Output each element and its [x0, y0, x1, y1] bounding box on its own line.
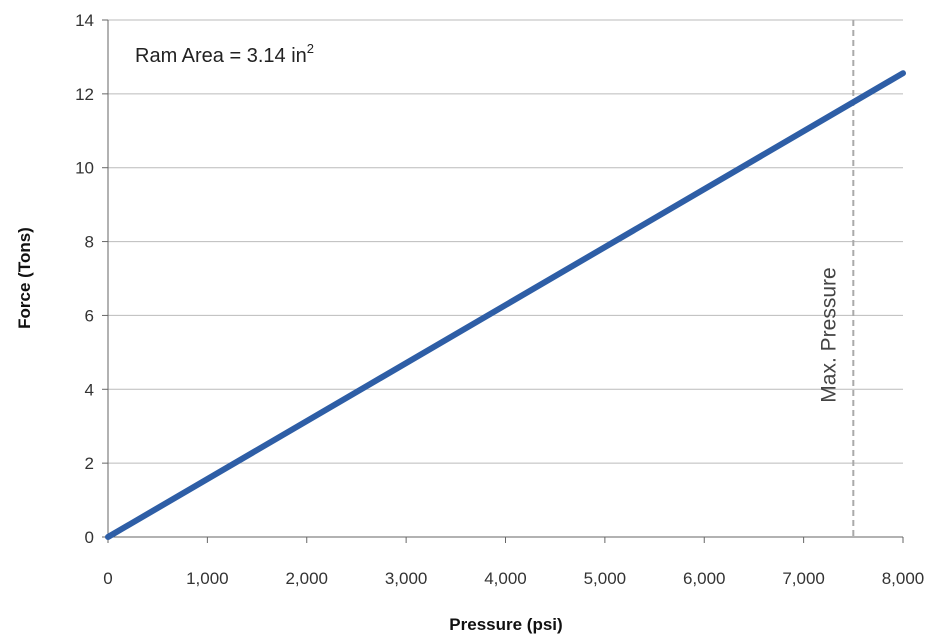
axes: [102, 19, 904, 543]
x-tick-label-8000: 8,000: [882, 569, 925, 588]
y-tick-label-8: 8: [85, 233, 94, 252]
x-tick-label-7000: 7,000: [782, 569, 825, 588]
ram-area-text: Ram Area = 3.14 in: [135, 45, 307, 67]
y-tick-label-14: 14: [75, 11, 94, 30]
ram-area-superscript: 2: [307, 41, 314, 56]
y-tick-label-0: 0: [85, 528, 94, 547]
x-tick-label-2000: 2,000: [285, 569, 328, 588]
series-layer: [105, 70, 906, 540]
x-tick-label-3000: 3,000: [385, 569, 428, 588]
x-tick-labels: 0 1,000 2,000 3,000 4,000 5,000 6,000 7,000 8,00…: [103, 569, 924, 588]
max-pressure-marker: Max. Pressure: [817, 20, 855, 537]
y-tick-label-4: 4: [85, 380, 94, 399]
x-axis-title: Pressure (psi): [449, 615, 562, 634]
y-tick-labels: 0 2 4 6 8 10 12 14: [75, 11, 94, 547]
y-tick-label-12: 12: [75, 85, 94, 104]
y-axis-title: Force (Tons): [15, 227, 34, 329]
x-tick-label-4000: 4,000: [484, 569, 527, 588]
ram-area-annotation: Ram Area = 3.14 in2: [135, 41, 314, 67]
max-pressure-label: Max. Pressure: [817, 267, 840, 402]
x-tick-label-5000: 5,000: [584, 569, 627, 588]
x-tick-label-6000: 6,000: [683, 569, 726, 588]
x-tick-label-1000: 1,000: [186, 569, 229, 588]
y-tick-label-10: 10: [75, 159, 94, 178]
gridlines: [108, 19, 903, 464]
y-tick-label-2: 2: [85, 454, 94, 473]
y-tick-label-6: 6: [85, 306, 94, 325]
series-line-0: [105, 70, 906, 540]
x-tick-label-0: 0: [103, 569, 112, 588]
